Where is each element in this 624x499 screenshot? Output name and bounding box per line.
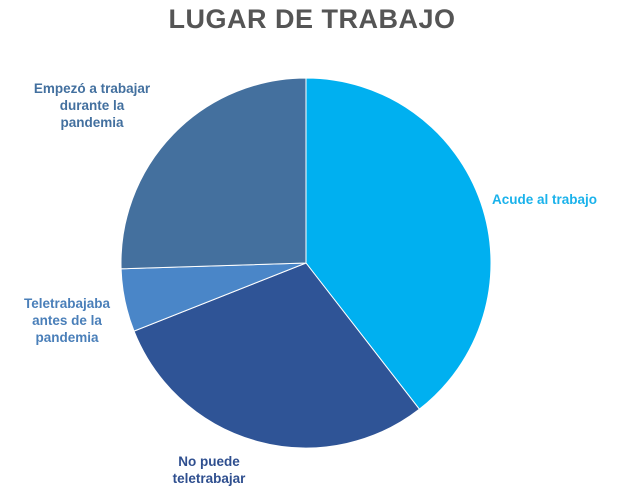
label-line: antes de la (32, 313, 102, 328)
label-acude-al-trabajo: Acude al trabajo (492, 191, 597, 208)
label-line: No puede (178, 454, 240, 469)
label-line: Empezó a trabajar (33, 81, 151, 96)
label-line: pandemia (60, 115, 124, 130)
pie-slice-acude-al-trabajo (305, 77, 492, 410)
pie-slice-no-puede-teletrabajar (133, 262, 421, 449)
chart-title: LUGAR DE TRABAJO (168, 4, 456, 34)
label-empezo-durante-pandemia: Empezó a trabajar durante la pandemia (22, 80, 162, 131)
label-line: Acude al trabajo (492, 192, 598, 207)
label-teletrabajaba-antes: Teletrabajaba antes de la pandemia (8, 295, 126, 346)
pie-slice-empez-a-trabajar-durante-la-pandemia (120, 77, 307, 270)
pie-slices (120, 77, 492, 449)
label-line: pandemia (35, 330, 99, 345)
label-line: teletrabajar (172, 471, 246, 486)
label-line: Teletrabajaba (23, 296, 111, 311)
label-line: durante la (59, 98, 125, 113)
label-no-puede-teletrabajar: No puede teletrabajar (149, 453, 269, 487)
